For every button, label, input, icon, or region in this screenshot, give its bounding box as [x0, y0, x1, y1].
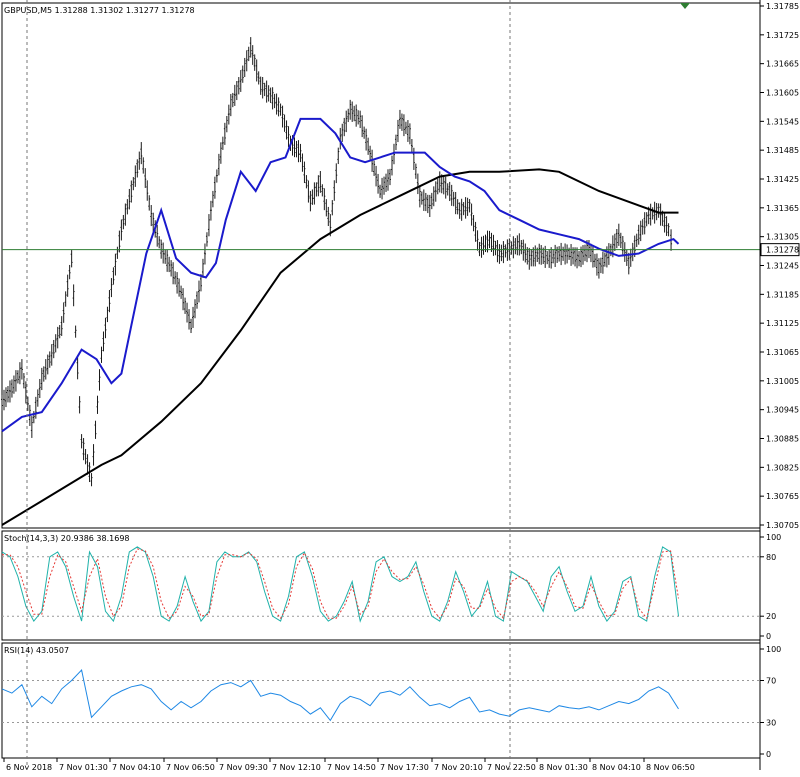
price-tick-label: 1.30825: [766, 463, 799, 472]
rsi-main-line: [1, 668, 679, 722]
time-tick-label: 8 Nov 01:30: [539, 763, 588, 772]
price-tick-label: 1.31665: [766, 60, 799, 69]
price-panel[interactable]: 1.31785 1.31725 1.31665 1.31605 1.31545 1.314…: [1, 2, 800, 530]
rsi-tick-label: 30: [766, 719, 776, 728]
time-axis: 6 Nov 2018 7 Nov 01:30 7 Nov 04:10 7 Nov 06…: [3, 758, 695, 772]
stoch-tick-label: 80: [766, 553, 776, 562]
price-tick-label: 1.31065: [766, 348, 799, 357]
time-tick-label: 7 Nov 22:50: [487, 763, 536, 772]
time-tick-label: 7 Nov 04:10: [112, 763, 161, 772]
price-tick-label: 1.31005: [766, 377, 799, 386]
price-tick-label: 1.30705: [766, 521, 799, 530]
price-tick-label: 1.31185: [766, 290, 799, 299]
price-bars: [1, 37, 673, 487]
time-tick-label: 7 Nov 01:30: [59, 763, 108, 772]
time-tick-label: 7 Nov 12:10: [272, 763, 321, 772]
trade-marker-icon: [680, 3, 690, 9]
time-tick-label: 7 Nov 17:30: [380, 763, 429, 772]
price-tick-label: 1.30885: [766, 435, 799, 444]
price-tick-label: 1.31605: [766, 89, 799, 98]
price-tick-label: 1.31245: [766, 262, 799, 271]
fast-moving-average-line: [1, 117, 680, 433]
price-tick-label: 1.31545: [766, 117, 799, 126]
stoch-tick-label: 20: [766, 612, 776, 621]
price-tick-label: 1.30765: [766, 492, 799, 501]
rsi-tick-label: 70: [766, 677, 776, 686]
time-tick-label: 7 Nov 20:10: [434, 763, 483, 772]
stoch-tick-label: 100: [766, 533, 781, 542]
price-tick-label: 1.31785: [766, 2, 799, 11]
price-tick-label: 1.31725: [766, 31, 799, 40]
price-tick-label: 1.31365: [766, 204, 799, 213]
time-tick-label: 8 Nov 04:10: [592, 763, 641, 772]
time-tick-label: 6 Nov 2018: [6, 763, 52, 772]
slow-moving-average-line: [1, 168, 679, 526]
price-tick-label: 1.31425: [766, 175, 799, 184]
price-tick-label: 1.31125: [766, 319, 799, 328]
price-tick-label: 1.30945: [766, 406, 799, 415]
current-price-box: [760, 243, 800, 257]
price-tick-label: 1.31305: [766, 233, 799, 242]
time-tick-label: 7 Nov 06:50: [166, 763, 215, 772]
price-tick-label: 1.31485: [766, 146, 799, 155]
time-tick-label: 8 Nov 06:50: [646, 763, 695, 772]
rsi-panel-title: RSI(14) 43.0507: [4, 646, 69, 655]
stoch-tick-label: 0: [766, 632, 771, 641]
stoch-signal-line: [2, 548, 679, 620]
price-panel-title: GBPUSD,M5 1.31288 1.31302 1.31277 1.3127…: [4, 6, 195, 15]
rsi-tick-label: 0: [766, 750, 771, 759]
stoch-panel-title: Stoch(14,3,3) 20.9386 38.1698: [4, 534, 130, 543]
time-tick-label: 7 Nov 09:30: [219, 763, 268, 772]
time-tick-label: 7 Nov 14:50: [327, 763, 376, 772]
current-price-label: 1.31278: [766, 246, 799, 255]
rsi-tick-label: 100: [766, 645, 781, 654]
stoch-main-line: [1, 546, 679, 623]
